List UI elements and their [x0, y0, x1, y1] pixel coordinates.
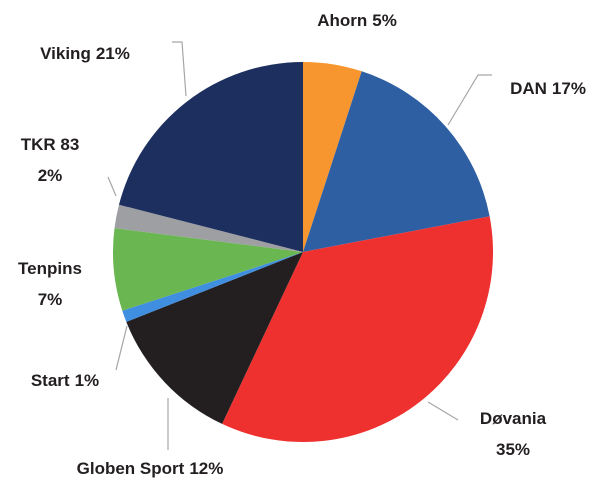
slice-value: 12% [189, 459, 223, 478]
pie-slice [222, 216, 493, 442]
slice-name: Døvania [480, 409, 547, 428]
pie-slice [114, 204, 304, 252]
pie-slice [126, 252, 303, 424]
slice-name: Globen Sport [77, 459, 185, 478]
slice-label: Globen Sport 12% [77, 459, 224, 478]
slice-name: Start [31, 371, 70, 390]
pie-slice [303, 71, 490, 253]
slice-value: 2% [38, 166, 63, 185]
slice-value: 1% [75, 371, 100, 390]
leader-line [115, 325, 128, 371]
slice-label: Viking 21% [40, 44, 130, 63]
slice-value: 7% [38, 290, 63, 309]
slice-value: 21% [96, 44, 130, 63]
pie-slice [113, 228, 304, 311]
leader-line [172, 41, 187, 97]
slice-label: Start 1% [31, 371, 99, 390]
slice-label: Tenpins 7% [18, 259, 82, 309]
slice-name: DAN [510, 79, 547, 98]
slice-label: DAN 17% [510, 79, 586, 98]
slice-label: Ahorn 5% [317, 11, 397, 30]
leader-line [447, 74, 492, 126]
slice-value: 17% [552, 79, 586, 98]
slice-name: Ahorn [317, 11, 367, 30]
slice-name: Tenpins [18, 259, 82, 278]
slice-label: Døvania 35% [480, 409, 547, 459]
leader-line [107, 176, 117, 197]
slice-name: Viking [40, 44, 91, 63]
slice-name: TKR 83 [21, 135, 80, 154]
leader-line [427, 401, 459, 421]
slice-value: 5% [372, 11, 397, 30]
pie-slice [303, 62, 362, 252]
slice-label: TKR 83 2% [21, 135, 80, 185]
pie-slice [122, 252, 304, 322]
pie-slice [118, 62, 303, 252]
slice-value: 35% [496, 440, 530, 459]
